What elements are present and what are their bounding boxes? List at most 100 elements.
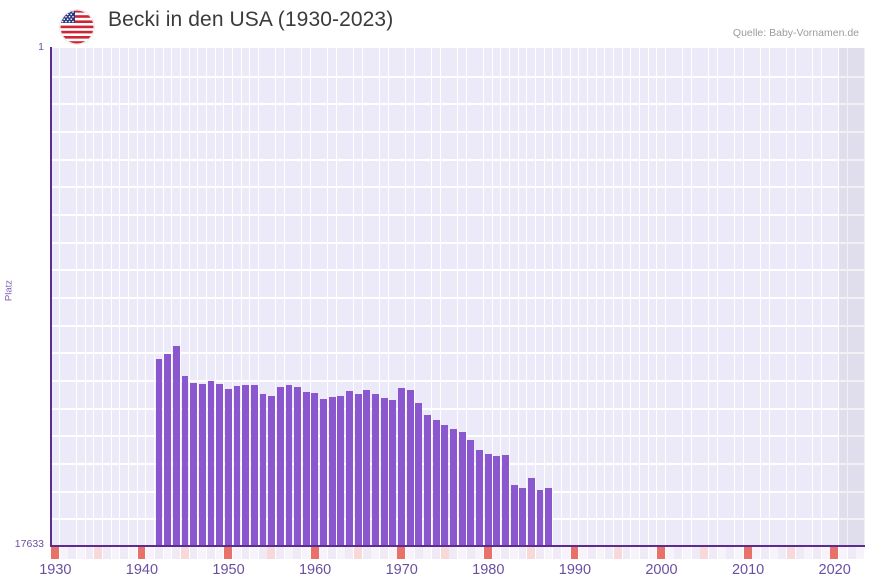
x-tick-cell [648, 547, 658, 559]
x-tick-cell [189, 547, 199, 559]
bar [311, 393, 319, 546]
x-tick-cell [561, 547, 571, 559]
x-tick-cell [345, 547, 355, 559]
x-tick-cell [440, 547, 450, 559]
x-tick-cell [709, 547, 718, 559]
x-tick-cell [631, 547, 640, 559]
bar [224, 389, 232, 546]
x-tick-cell [813, 547, 822, 559]
bar [536, 490, 544, 546]
bar [328, 397, 336, 546]
x-tick-cell [570, 547, 580, 559]
x-tick-cell [821, 547, 831, 559]
bar [354, 394, 362, 546]
x-tick-label: 2000 [645, 562, 678, 578]
x-tick-cell [310, 547, 320, 559]
plot-area [51, 48, 865, 546]
x-tick-cell [406, 547, 415, 559]
bar [415, 403, 423, 546]
x-axis-labels: 1930 1940 1950 1960 1970 1980 1990 2000 2010 2020 [0, 562, 873, 586]
bar [527, 478, 535, 546]
y-axis-title: Platz [3, 279, 15, 302]
x-tick-cell [276, 547, 285, 559]
x-tick-cell [856, 547, 865, 559]
x-tick-cell [293, 547, 303, 559]
bar [285, 385, 293, 546]
x-tick-cell [622, 547, 632, 559]
bar [467, 440, 475, 546]
x-tick-cell [795, 547, 805, 559]
x-tick-label: 1960 [298, 562, 332, 578]
x-tick-cell [232, 547, 242, 559]
bar [458, 432, 466, 546]
x-tick-cell [362, 547, 372, 559]
x-tick-cell [596, 547, 606, 559]
x-tick-cell [639, 547, 649, 559]
bar [268, 396, 276, 546]
x-tick-cell [137, 547, 147, 559]
x-tick-cell [475, 547, 484, 559]
bar [207, 381, 215, 546]
x-tick-cell [94, 547, 103, 559]
bar [276, 387, 284, 546]
x-tick-cell [258, 547, 268, 559]
x-tick-cell [726, 547, 736, 559]
x-tick-cell [284, 547, 294, 559]
x-tick-cell [839, 547, 848, 559]
x-tick-cell [535, 547, 545, 559]
x-tick-cell [180, 547, 190, 559]
x-tick-label: 1950 [212, 562, 245, 578]
bar [346, 391, 353, 546]
x-tick-cell [68, 547, 77, 559]
chart-header: Becki in den USA (1930-2023) Quelle: Bab… [0, 0, 873, 46]
bar [198, 384, 206, 546]
x-tick-cell [120, 547, 129, 559]
x-tick-cell [111, 547, 121, 559]
y-axis-line [50, 47, 52, 547]
x-tick-cell [579, 547, 588, 559]
x-axis-line [51, 545, 865, 547]
x-tick-cell [423, 547, 433, 559]
bar-series [51, 48, 865, 546]
x-tick-cell [128, 547, 138, 559]
bar [441, 425, 449, 546]
bar [216, 384, 224, 546]
bar [372, 394, 379, 546]
x-tick-cell [224, 547, 233, 559]
bar [233, 386, 241, 546]
x-tick-cell [587, 547, 597, 559]
bar [476, 450, 483, 546]
x-tick-cell [787, 547, 796, 559]
x-tick-cell [847, 547, 857, 559]
x-tick-label: 1990 [558, 562, 592, 578]
bar [450, 429, 457, 546]
x-tick-cell [198, 547, 207, 559]
x-tick-cell [85, 547, 95, 559]
bar [545, 488, 553, 546]
bar [190, 383, 198, 546]
x-tick-cell [267, 547, 277, 559]
x-tick-cell [518, 547, 528, 559]
x-tick-cell [241, 547, 251, 559]
x-tick-cell [432, 547, 441, 559]
y-axis-top-label: 1 [38, 41, 44, 53]
x-tick-cell [761, 547, 770, 559]
us-flag-icon [60, 10, 94, 44]
x-tick-cell [163, 547, 173, 559]
bar [519, 488, 527, 546]
x-tick-cell [328, 547, 337, 559]
x-tick-label: 2010 [731, 562, 765, 578]
x-tick-cell [250, 547, 259, 559]
x-tick-cell [492, 547, 502, 559]
x-tick-cell [302, 547, 311, 559]
x-tick-cell [544, 547, 554, 559]
bar [484, 454, 492, 546]
x-tick-label: 2020 [818, 562, 851, 578]
bar [398, 388, 405, 546]
x-tick-cell [778, 547, 788, 559]
x-tick-cell [51, 547, 60, 559]
x-tick-cell [319, 547, 329, 559]
x-tick-cell [735, 547, 744, 559]
x-tick-cell [665, 547, 675, 559]
